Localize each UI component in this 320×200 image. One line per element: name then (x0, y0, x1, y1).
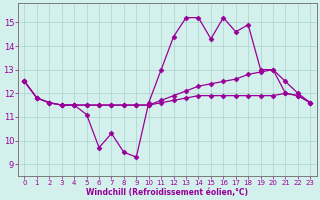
X-axis label: Windchill (Refroidissement éolien,°C): Windchill (Refroidissement éolien,°C) (86, 188, 248, 197)
